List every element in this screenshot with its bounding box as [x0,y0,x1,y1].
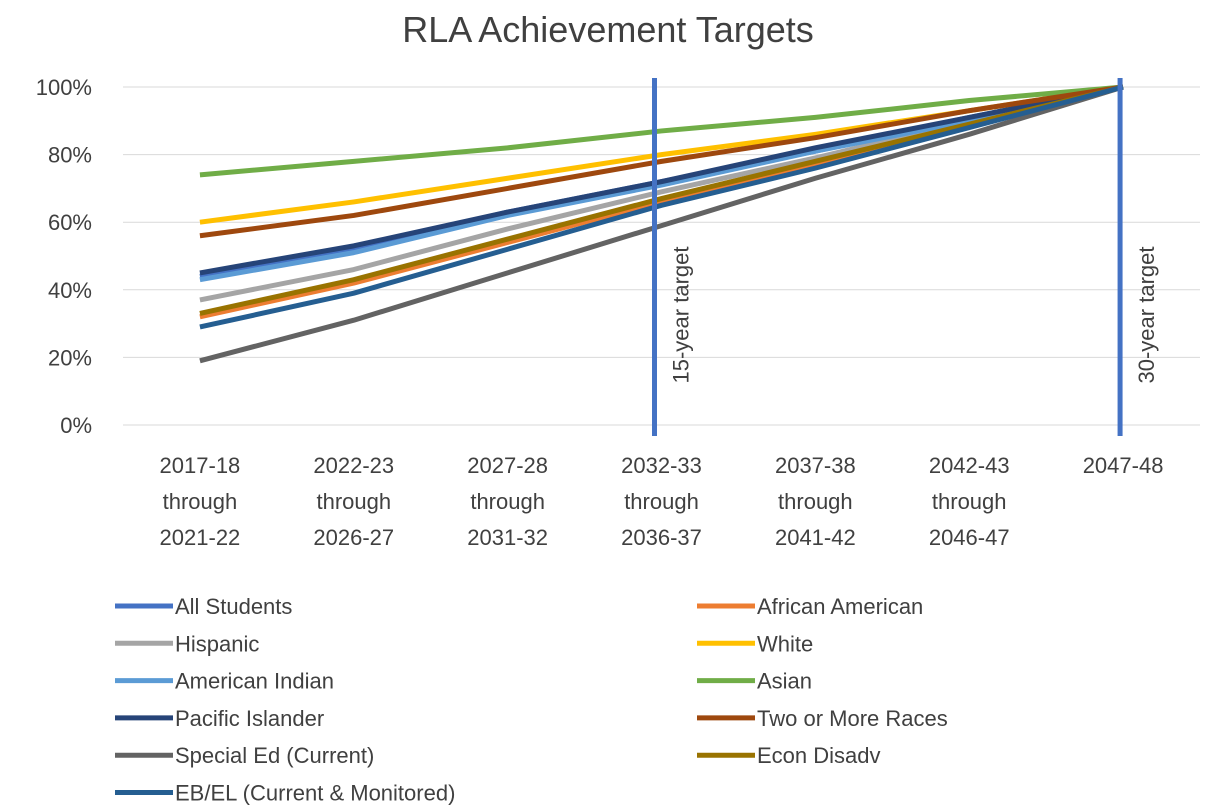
legend-label: Asian [757,669,812,694]
x-tick-label: 2017-18 through 2021-22 [159,453,241,550]
y-tick-label: 80% [48,143,92,168]
x-tick-label: 2042-43 through 2046-47 [928,453,1010,550]
annotation: 30-year target [1134,247,1159,384]
legend-label: Two or More Races [757,706,948,731]
series-line [199,84,1124,316]
legend-label: Special Ed (Current) [175,743,374,768]
series-line [199,84,1124,364]
y-tick-label: 0% [60,413,92,438]
legend-label: African American [757,594,923,619]
legend-label: All Students [175,594,292,619]
series-line [199,84,1124,283]
y-tick-label: 60% [48,210,92,235]
x-tick-label: 2027-28 through 2031-32 [467,453,549,550]
annotation: 15-year target [669,247,694,384]
legend-label: EB/EL (Current & Monitored) [175,781,455,806]
y-tick-label: 20% [48,345,92,370]
legend-label: Hispanic [175,631,259,656]
y-tick-label: 40% [48,278,92,303]
y-tick-label: 100% [36,75,92,100]
legend-label: Econ Disadv [757,743,881,768]
legend-label: American Indian [175,669,334,694]
series-line [199,84,1124,330]
x-tick-label: 2032-33 through 2036-37 [621,453,702,550]
series-line [199,84,1124,178]
chart-title: RLA Achievement Targets [402,9,814,50]
legend-label: Pacific Islander [175,706,324,731]
x-tick-label: 2022-23 through 2026-27 [313,453,395,550]
series-line [199,84,1124,239]
legend-label: White [757,631,813,656]
x-tick-label: 2047-48 [1082,453,1164,478]
series-line [199,84,1124,276]
x-tick-label: 2037-38 through 2041-42 [774,453,856,550]
